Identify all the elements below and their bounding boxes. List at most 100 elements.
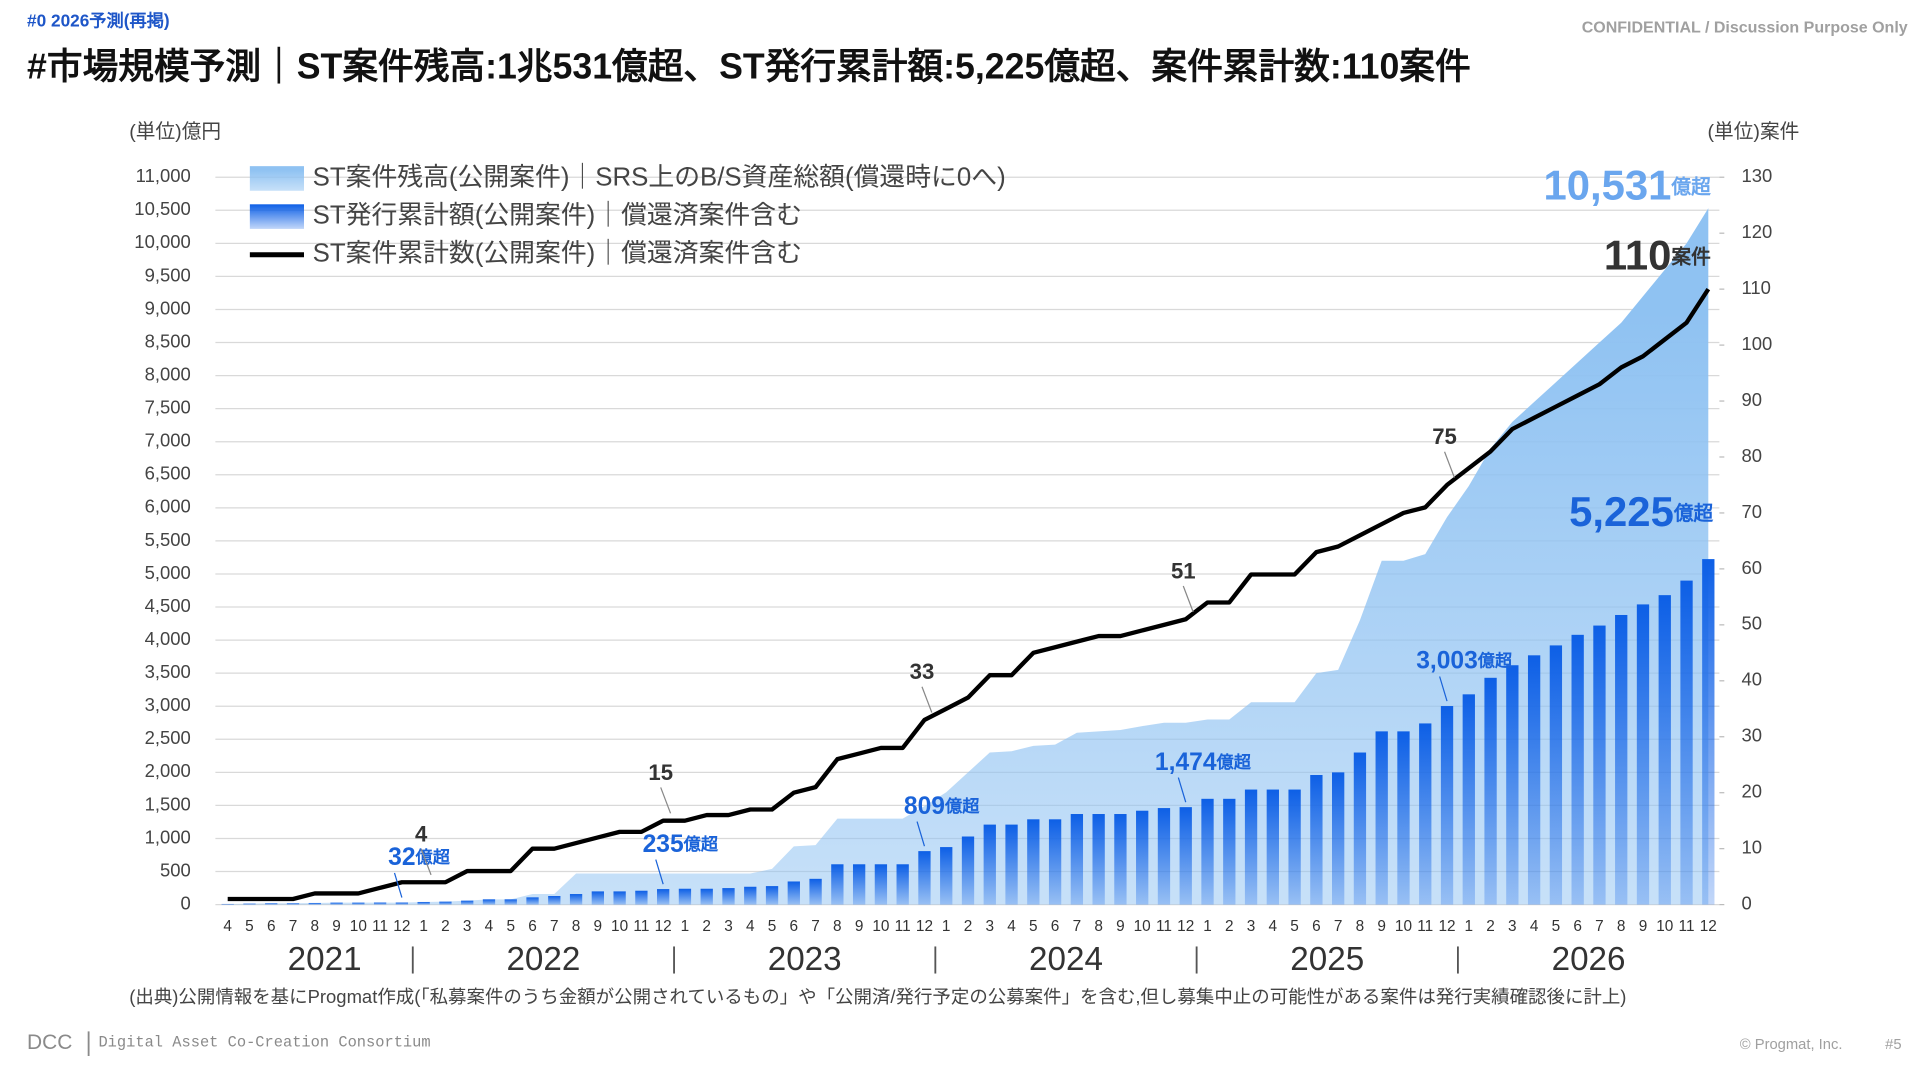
org-short: DCC bbox=[27, 1031, 72, 1054]
line-value-label-number: 15 bbox=[648, 760, 673, 785]
bar bbox=[417, 901, 430, 905]
y-tick-label: 1,500 bbox=[145, 793, 191, 814]
bar bbox=[1397, 731, 1410, 905]
bar bbox=[1375, 731, 1388, 905]
x-tick-label: 11 bbox=[372, 918, 388, 935]
bar-value-label-number: 1,474 bbox=[1155, 748, 1217, 775]
x-tick-label: 3 bbox=[724, 918, 733, 935]
bar bbox=[461, 900, 474, 905]
x-tick-label: 12 bbox=[1177, 918, 1194, 935]
bar-value-label-number: 809 bbox=[904, 792, 945, 819]
bar bbox=[1244, 789, 1258, 905]
x-tick-label: 11 bbox=[1679, 918, 1695, 935]
x-tick-label: 6 bbox=[267, 918, 276, 935]
bar bbox=[918, 851, 931, 905]
y-tick-label: 8,500 bbox=[145, 330, 191, 351]
bar bbox=[1266, 789, 1279, 905]
copyright: © Progmat, Inc. bbox=[1740, 1037, 1843, 1053]
x-tick-label: 3 bbox=[1508, 918, 1517, 935]
y2-tick-label: 60 bbox=[1742, 557, 1763, 578]
bar bbox=[1070, 814, 1084, 905]
bar bbox=[1179, 807, 1192, 905]
legend-label: ST発行累計額(公開案件)｜償還済案件含む bbox=[313, 200, 802, 229]
bar bbox=[1157, 808, 1171, 905]
x-tick-label: 4 bbox=[1269, 918, 1278, 935]
x-group-label: 2021 bbox=[288, 941, 362, 978]
x-tick-label: 6 bbox=[1051, 918, 1060, 935]
bar bbox=[504, 899, 517, 905]
x-tick-label: 12 bbox=[393, 918, 410, 935]
x-tick-label: 1 bbox=[942, 918, 951, 935]
y-tick-label: 9,500 bbox=[145, 264, 191, 285]
bar bbox=[1506, 665, 1519, 905]
bar bbox=[961, 836, 975, 905]
x-tick-label: 4 bbox=[1007, 918, 1016, 935]
x-group-label: 2024 bbox=[1029, 941, 1103, 978]
line-value-label-number: 33 bbox=[910, 659, 935, 684]
x-tick-label: 7 bbox=[289, 918, 298, 935]
bar bbox=[569, 894, 583, 905]
bar bbox=[1092, 814, 1105, 905]
plot: 05001,0001,5002,0002,5003,0003,5004,0004… bbox=[134, 162, 1772, 978]
x-tick-label: 3 bbox=[463, 918, 472, 935]
x-tick-label: 7 bbox=[1595, 918, 1604, 935]
bar bbox=[373, 902, 387, 905]
bar bbox=[1571, 634, 1584, 905]
x-tick-label: 2 bbox=[1225, 918, 1234, 935]
label-leader bbox=[1177, 777, 1187, 803]
label-leader bbox=[1182, 585, 1194, 613]
bar bbox=[1027, 819, 1040, 905]
bar bbox=[896, 864, 909, 905]
x-tick-label: 6 bbox=[528, 918, 537, 935]
line-value-label: 51 bbox=[1171, 558, 1196, 583]
line-end-label-number: 110 bbox=[1604, 231, 1671, 278]
x-tick-label: 7 bbox=[811, 918, 820, 935]
y-tick-label: 5,500 bbox=[145, 529, 191, 550]
bar bbox=[1462, 694, 1475, 905]
bar bbox=[1201, 798, 1214, 905]
bar bbox=[548, 896, 561, 905]
bar bbox=[243, 903, 256, 905]
y-tick-label: 7,000 bbox=[145, 430, 191, 451]
x-tick-label: 4 bbox=[746, 918, 755, 935]
legend-swatch bbox=[249, 166, 304, 191]
y-tick-label: 8,000 bbox=[145, 363, 191, 384]
chart-title: #市場規模予測｜ST案件残高:1兆531億超、ST発行累計額:5,225億超、案… bbox=[27, 46, 1471, 86]
label-leader bbox=[660, 787, 672, 814]
x-tick-label: 8 bbox=[1356, 918, 1365, 935]
x-group-label: 2026 bbox=[1552, 941, 1626, 978]
bar bbox=[1636, 604, 1650, 905]
area bbox=[227, 208, 1709, 905]
bar-end-label-number: 5,225 bbox=[1569, 488, 1674, 535]
bar bbox=[700, 888, 713, 905]
y-tick-label: 4,000 bbox=[145, 628, 191, 649]
x-tick-label: 1 bbox=[1203, 918, 1212, 935]
bar bbox=[1310, 775, 1323, 905]
line-value-label-number: 75 bbox=[1432, 424, 1457, 449]
bar-value-label-unit: 億超 bbox=[1477, 650, 1513, 670]
label-leader bbox=[420, 848, 432, 876]
bar bbox=[1419, 723, 1432, 905]
bar bbox=[265, 903, 278, 905]
y2-tick-label: 10 bbox=[1742, 837, 1763, 858]
x-tick-label: 5 bbox=[1552, 918, 1561, 935]
bar-value-label: 3,003億超 bbox=[1416, 647, 1513, 674]
bar-value-label: 809億超 bbox=[904, 792, 980, 819]
y-tick-label: 6,000 bbox=[145, 496, 191, 517]
bar-value-label-number: 3,003 bbox=[1416, 647, 1478, 674]
line bbox=[227, 287, 1711, 902]
bar-value-label: 235億超 bbox=[643, 830, 719, 857]
x-tick-label: 9 bbox=[855, 918, 864, 935]
x-tick-label: 5 bbox=[1290, 918, 1299, 935]
x-tick-label: 2 bbox=[964, 918, 973, 935]
x-tick-label: 9 bbox=[1116, 918, 1125, 935]
bar-value-label-unit: 億超 bbox=[1216, 751, 1252, 771]
bar bbox=[983, 824, 996, 905]
bar bbox=[1702, 559, 1715, 905]
area-end-label: 10,531億超 bbox=[1543, 162, 1711, 209]
y-tick-label: 1,000 bbox=[145, 826, 191, 847]
bar bbox=[221, 903, 234, 905]
x-tick-label: 11 bbox=[633, 918, 649, 935]
bar bbox=[744, 886, 757, 905]
bar bbox=[330, 902, 343, 905]
